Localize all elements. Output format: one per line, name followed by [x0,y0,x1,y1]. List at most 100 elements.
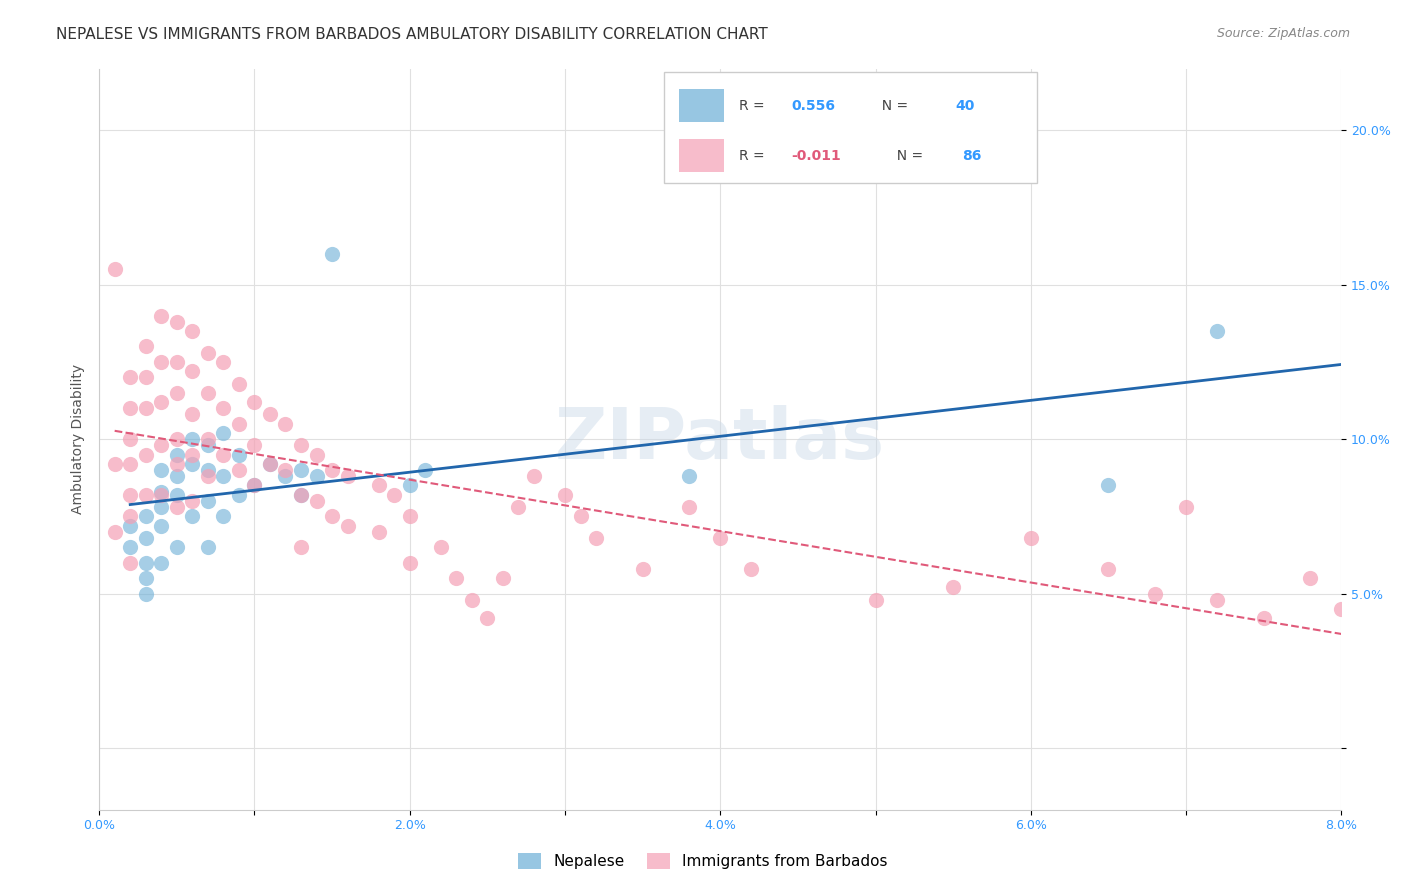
Point [290,488,312,502]
Point [321,509,343,524]
Point [150,463,173,477]
Point [197,469,219,483]
Point [212,469,235,483]
Point [1206,592,1229,607]
Point [135,556,157,570]
Point [104,524,127,539]
Point [1097,562,1119,576]
Point [197,540,219,554]
Point [228,448,250,462]
Point [228,376,250,391]
Point [569,509,592,524]
Point [274,469,297,483]
Point [181,364,204,378]
Point [259,457,281,471]
Point [429,540,451,554]
Point [104,262,127,277]
Point [259,457,281,471]
Point [150,484,173,499]
Point [135,509,157,524]
Point [336,518,359,533]
Point [166,315,188,329]
Point [120,432,142,446]
Point [290,488,312,502]
Point [274,417,297,431]
Point [305,448,328,462]
Point [398,509,420,524]
Point [461,592,484,607]
Point [1206,324,1229,338]
Point [942,580,965,594]
Point [228,417,250,431]
Point [166,355,188,369]
Point [197,432,219,446]
Point [135,401,157,416]
Point [166,448,188,462]
Point [166,457,188,471]
Point [197,463,219,477]
Point [274,463,297,477]
Point [1097,478,1119,492]
Point [150,309,173,323]
Point [212,401,235,416]
Point [166,540,188,554]
Point [150,438,173,452]
Point [150,395,173,409]
Text: ZIPatlas: ZIPatlas [555,405,886,474]
Point [243,438,266,452]
Point [243,478,266,492]
Point [212,425,235,440]
Point [197,385,219,400]
Y-axis label: Ambulatory Disability: Ambulatory Disability [72,364,86,514]
Point [446,571,468,585]
Point [120,401,142,416]
Point [290,540,312,554]
Point [120,488,142,502]
Point [413,463,436,477]
Point [212,509,235,524]
Point [321,247,343,261]
Point [150,518,173,533]
Point [631,562,654,576]
Point [1330,602,1353,616]
Text: NEPALESE VS IMMIGRANTS FROM BARBADOS AMBULATORY DISABILITY CORRELATION CHART: NEPALESE VS IMMIGRANTS FROM BARBADOS AMB… [56,27,768,42]
Point [1299,571,1322,585]
Point [166,469,188,483]
Point [1253,611,1275,625]
Point [259,408,281,422]
Point [1019,531,1042,545]
Point [120,540,142,554]
Point [135,448,157,462]
Point [135,571,157,585]
Point [508,500,530,514]
Point [367,478,389,492]
Point [1175,500,1198,514]
Point [1144,586,1167,600]
Point [181,494,204,508]
Point [166,488,188,502]
Point [120,518,142,533]
Point [336,469,359,483]
Point [181,324,204,338]
Point [740,562,762,576]
Point [135,339,157,353]
Point [135,370,157,384]
Point [228,463,250,477]
Point [554,488,576,502]
Point [181,408,204,422]
Point [197,438,219,452]
Point [290,463,312,477]
Point [150,556,173,570]
Point [150,488,173,502]
Point [865,592,887,607]
Point [243,395,266,409]
Point [709,531,731,545]
Point [135,488,157,502]
Point [197,345,219,359]
Point [120,370,142,384]
Point [150,500,173,514]
Point [166,432,188,446]
Point [181,448,204,462]
Point [181,509,204,524]
Point [321,463,343,477]
